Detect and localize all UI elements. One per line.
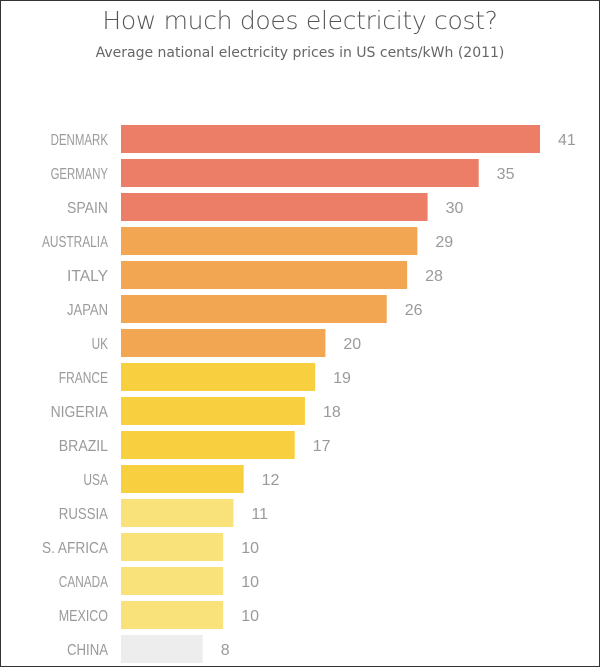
category-label: BRAZIL xyxy=(59,438,108,455)
value-label: 17 xyxy=(313,438,331,455)
category-label: CHINA xyxy=(67,642,108,659)
bar-spain xyxy=(121,193,428,221)
value-label: 30 xyxy=(446,200,464,217)
value-label: 29 xyxy=(435,234,453,251)
bar-brazil xyxy=(121,431,295,459)
bar-china xyxy=(121,635,203,663)
value-label: 10 xyxy=(241,574,259,591)
value-label: 20 xyxy=(343,336,361,353)
category-label: S. AFRICA xyxy=(42,540,108,557)
category-label: GERMANY xyxy=(51,166,109,183)
chart-title: How much does electricity cost? xyxy=(102,6,498,35)
value-label: 26 xyxy=(405,302,423,319)
category-label: FRANCE xyxy=(59,370,108,387)
category-label: NIGERIA xyxy=(51,404,109,421)
value-label: 28 xyxy=(425,268,443,285)
bar-australia xyxy=(121,227,418,255)
category-label: MEXICO xyxy=(59,608,108,625)
bar-france xyxy=(121,363,316,391)
value-label: 8 xyxy=(221,642,230,659)
value-label: 35 xyxy=(497,166,515,183)
bar-japan xyxy=(121,295,387,323)
bar-mexico xyxy=(121,601,224,629)
bar-s-africa xyxy=(121,533,224,561)
bar-canada xyxy=(121,567,224,595)
bar-russia xyxy=(121,499,234,527)
value-label: 18 xyxy=(323,404,341,421)
category-label: ITALY xyxy=(67,268,108,285)
category-label: UK xyxy=(92,336,109,353)
category-label: RUSSIA xyxy=(59,506,108,523)
category-label: SPAIN xyxy=(67,200,108,217)
value-label: 12 xyxy=(262,472,280,489)
category-label: AUSTRALIA xyxy=(42,234,108,251)
value-label: 19 xyxy=(333,370,351,387)
bar-germany xyxy=(121,159,479,187)
bar-italy xyxy=(121,261,408,289)
bar-nigeria xyxy=(121,397,305,425)
bar-denmark xyxy=(121,125,540,153)
value-label: 10 xyxy=(241,540,259,557)
value-label: 10 xyxy=(241,608,259,625)
category-label: JAPAN xyxy=(67,302,108,319)
bar-uk xyxy=(121,329,326,357)
category-label: DENMARK xyxy=(51,132,109,149)
value-label: 41 xyxy=(558,132,576,149)
value-label: 11 xyxy=(251,506,268,523)
chart-subtitle: Average national electricity prices in U… xyxy=(95,45,505,61)
category-label: USA xyxy=(83,472,108,489)
bar-usa xyxy=(121,465,244,493)
category-label: CANADA xyxy=(59,574,108,591)
